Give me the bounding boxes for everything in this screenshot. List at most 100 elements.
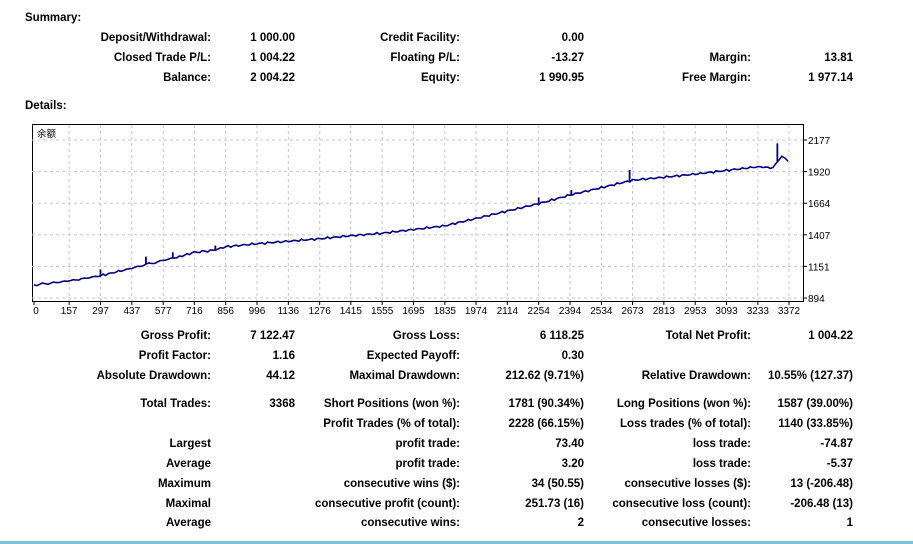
credit-label: Credit Facility: (380, 32, 460, 44)
x-tick-label: 716 (186, 306, 203, 317)
chart-title: 余额 (37, 128, 57, 140)
maximum-label: Maximum (157, 478, 211, 490)
bottom-border (0, 541, 913, 544)
largest-profit-value: 73.40 (555, 438, 584, 450)
max-cons-wins-label: consecutive wins ($): (343, 478, 460, 490)
x-tick-label: 3233 (747, 306, 770, 317)
maximal-cons-loss-label: consecutive loss (count): (612, 498, 751, 510)
loss-trades-value: 1140 (33.85%) (778, 418, 853, 430)
x-tick-label: 437 (124, 306, 141, 317)
margin-label: Margin: (709, 52, 751, 64)
x-tick-label: 577 (155, 306, 172, 317)
total-trades-label: Total Trades: (140, 398, 211, 410)
details-heading: Details: (25, 100, 67, 112)
absolute-drawdown-value: 44.12 (266, 370, 295, 382)
balance-chart-svg: 0 157 297 437 577 716 856 996 1136 1276 1415 1555 16… (32, 125, 831, 317)
x-tick-label: 1695 (402, 306, 425, 317)
x-tick-label: 1974 (465, 306, 488, 317)
gross-loss-value: 6 118.25 (539, 330, 584, 342)
profit-factor-value: 1.16 (272, 350, 295, 362)
maximal-cons-profit-value: 251.73 (16) (525, 498, 584, 510)
summary-heading: Summary: (25, 12, 82, 24)
total-net-profit-label: Total Net Profit: (665, 330, 751, 342)
x-tick-label: 3372 (778, 306, 801, 317)
max-cons-losses-value: 13 (-206.48) (790, 478, 853, 490)
y-tick-label: 1920 (808, 168, 831, 179)
profit-trades-value: 2228 (66.15%) (508, 418, 584, 430)
y-tick-label: 1664 (808, 199, 831, 210)
x-tick-label: 856 (217, 306, 234, 317)
x-tick-label: 996 (249, 306, 266, 317)
x-tick-label: 2394 (559, 306, 582, 317)
absolute-drawdown-label: Absolute Drawdown: (96, 370, 211, 382)
max-cons-wins-value: 34 (50.55) (531, 478, 584, 490)
x-tick-label: 297 (92, 306, 109, 317)
maximal-drawdown-label: Maximal Drawdown: (349, 370, 460, 382)
average-loss-label: loss trade: (692, 458, 751, 470)
x-tick-label: 2813 (653, 306, 676, 317)
average-profit-value: 3.20 (561, 458, 584, 470)
maximal-label: Maximal (165, 498, 211, 510)
profit-trades-label: Profit Trades (% of total): (323, 418, 460, 430)
x-tick-label: 157 (61, 306, 78, 317)
balance-value: 2 004.22 (250, 72, 295, 84)
average2-label: Average (166, 517, 211, 529)
x-tick-label: 1835 (434, 306, 457, 317)
average-loss-value: -5.37 (826, 458, 853, 470)
x-tick-label: 2673 (621, 306, 644, 317)
equity-label: Equity: (421, 72, 460, 84)
short-positions-value: 1781 (90.34%) (508, 398, 584, 410)
balance-chart (32, 124, 804, 302)
x-tick-label: 3093 (715, 306, 738, 317)
y-tick-label: 2177 (808, 136, 831, 147)
y-tick-label: 894 (808, 294, 825, 305)
relative-drawdown-label: Relative Drawdown: (641, 370, 751, 382)
average-label: Average (166, 458, 211, 470)
free-margin-label: Free Margin: (681, 72, 751, 84)
total-trades-value: 3368 (269, 398, 295, 410)
balance-label: Balance: (163, 72, 211, 84)
avg-cons-wins-label: consecutive wins: (360, 517, 460, 529)
largest-profit-label: profit trade: (395, 438, 460, 450)
largest-label: Largest (169, 438, 211, 450)
margin-value: 13.81 (824, 52, 853, 64)
max-cons-losses-label: consecutive losses ($): (624, 478, 751, 490)
equity-value: 1 990.95 (539, 72, 584, 84)
avg-cons-losses-value: 1 (846, 517, 853, 529)
closed-pl-value: 1 004.22 (250, 52, 295, 64)
floating-pl-label: Floating P/L: (390, 52, 460, 64)
credit-value: 0.00 (561, 32, 584, 44)
deposit-label: Deposit/Withdrawal: (100, 32, 211, 44)
maximal-cons-profit-label: consecutive profit (count): (314, 498, 460, 510)
floating-pl-value: -13.27 (551, 52, 584, 64)
x-tick-label: 1136 (278, 306, 300, 317)
expected-payoff-label: Expected Payoff: (366, 350, 460, 362)
balance-series-line (33, 155, 789, 287)
x-tick-label: 1555 (371, 306, 394, 317)
gross-profit-label: Gross Profit: (140, 330, 211, 342)
y-tick-label: 1151 (808, 262, 830, 273)
maximal-cons-loss-value: -206.48 (13) (790, 498, 853, 510)
x-tick-label: 2953 (684, 306, 707, 317)
largest-loss-value: -74.87 (820, 438, 853, 450)
gross-profit-value: 7 122.47 (250, 330, 295, 342)
y-tick-label: 1407 (808, 231, 831, 242)
x-tick-label: 2254 (528, 306, 551, 317)
x-tick-label: 0 (33, 306, 39, 317)
profit-factor-label: Profit Factor: (138, 350, 211, 362)
largest-loss-label: loss trade: (692, 438, 751, 450)
x-tick-label: 2114 (497, 306, 519, 317)
x-tick-label: 1276 (309, 306, 332, 317)
avg-cons-wins-value: 2 (577, 517, 584, 529)
total-net-profit-value: 1 004.22 (808, 330, 853, 342)
expected-payoff-value: 0.30 (561, 350, 584, 362)
long-positions-label: Long Positions (won %): (616, 398, 751, 410)
avg-cons-losses-label: consecutive losses: (641, 517, 751, 529)
free-margin-value: 1 977.14 (808, 72, 853, 84)
closed-pl-label: Closed Trade P/L: (113, 52, 211, 64)
short-positions-label: Short Positions (won %): (323, 398, 460, 410)
loss-trades-label: Loss trades (% of total): (620, 418, 751, 430)
x-tick-label: 2534 (590, 306, 613, 317)
maximal-drawdown-value: 212.62 (9.71%) (505, 370, 584, 382)
relative-drawdown-value: 10.55% (127.37) (767, 370, 853, 382)
